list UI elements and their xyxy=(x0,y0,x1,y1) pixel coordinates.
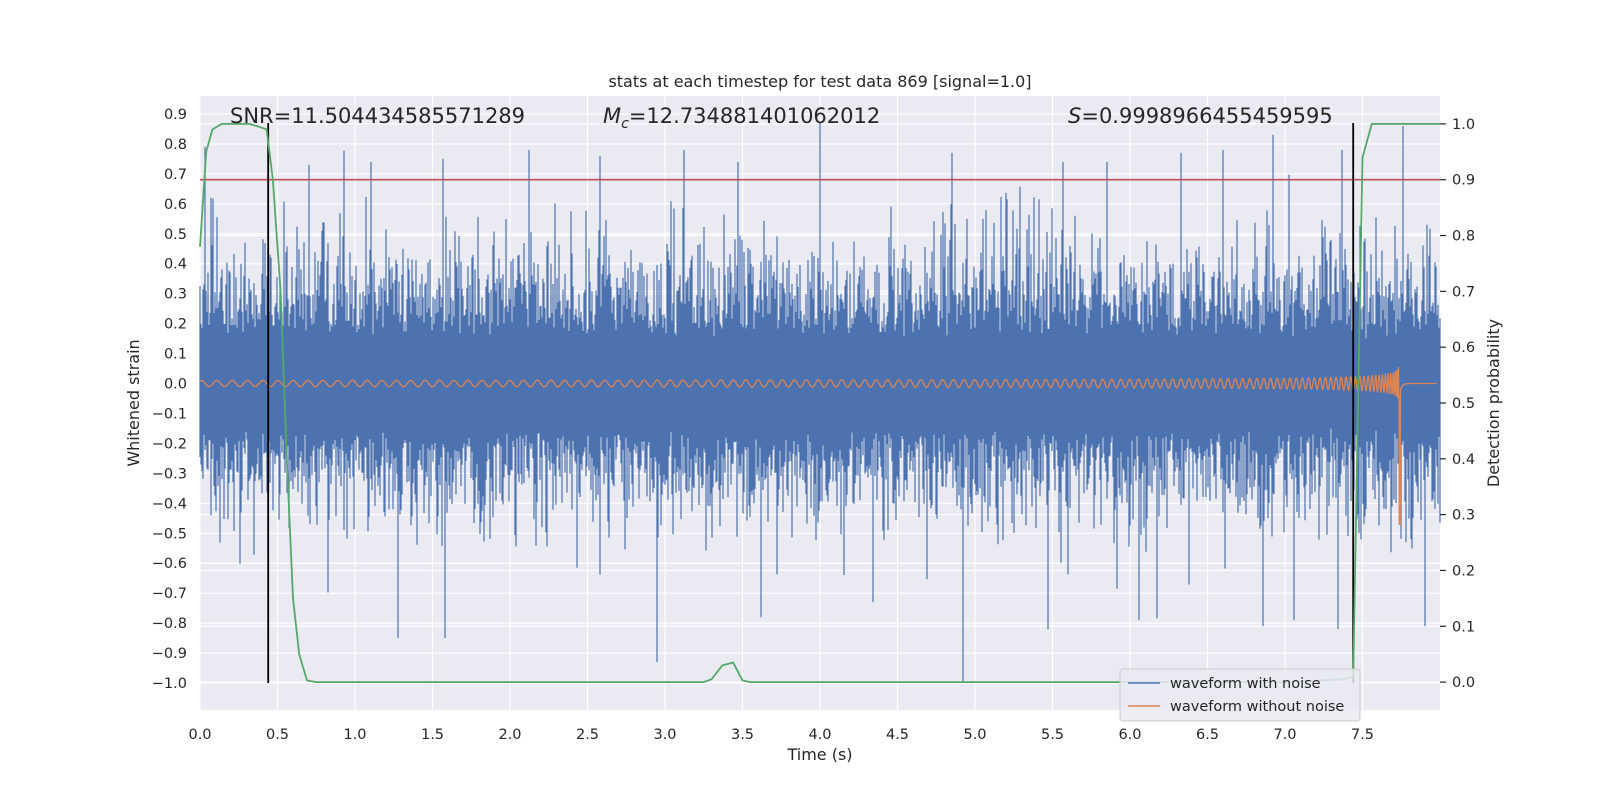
y-tick-label: −0.6 xyxy=(152,556,187,572)
x-tick-label: 7.0 xyxy=(1273,727,1296,743)
y-tick-label: 0.5 xyxy=(164,227,187,243)
y-tick-label: 0.3 xyxy=(164,287,187,303)
x-tick-label: 3.0 xyxy=(653,727,676,743)
y2-tick-label: 0.7 xyxy=(1452,284,1475,300)
x-tick-label: 2.5 xyxy=(576,727,599,743)
y2-tick-label: 0.6 xyxy=(1452,340,1475,356)
y2-tick-label: 0.3 xyxy=(1452,508,1475,524)
clean-waveform-line xyxy=(199,367,1437,525)
y2-tick-label: 0.2 xyxy=(1452,563,1475,579)
legend-label-clean: waveform without noise xyxy=(1170,699,1344,715)
x-tick-label: 5.5 xyxy=(1041,727,1064,743)
x-axis-label: Time (s) xyxy=(786,745,852,764)
y2-tick-label: 0.5 xyxy=(1452,396,1475,412)
series-waveform-without-noise xyxy=(199,367,1437,525)
y-tick-label: 0.4 xyxy=(164,257,187,273)
vertical-markers xyxy=(267,122,1355,684)
x-tick-label: 2.0 xyxy=(498,727,521,743)
snr-annotation: SNR=11.504434585571289 xyxy=(230,104,525,128)
y-tick-label: −0.2 xyxy=(152,436,187,452)
x-tick-label: 5.0 xyxy=(963,727,986,743)
y-tick-label: 0.0 xyxy=(164,377,187,393)
y-tick-label: −0.4 xyxy=(152,496,187,512)
chirp-mass-value: =12.734881401062012 xyxy=(629,104,880,128)
legend-box xyxy=(1119,668,1361,722)
y-tick-label: 0.9 xyxy=(164,107,187,123)
y-tick-label: 0.2 xyxy=(164,317,187,333)
legend: waveform with noise waveform without noi… xyxy=(1119,668,1361,722)
x-tick-label: 7.5 xyxy=(1351,727,1374,743)
chirp-mass-subscript: c xyxy=(621,116,629,132)
score-symbol: S xyxy=(1068,104,1081,128)
x-axis-ticks: 0.0 0.5 1.0 1.5 2.0 2.5 3.0 3.5 4.0 4.5 5.0 5.5 6.0 6… xyxy=(188,727,1374,743)
y-tick-label: 0.7 xyxy=(164,167,187,183)
y-tick-label: 0.1 xyxy=(164,347,187,363)
y2-tick-label: 0.9 xyxy=(1452,173,1475,189)
y-tick-label: −0.9 xyxy=(152,646,187,662)
y-tick-label: −0.5 xyxy=(152,526,187,542)
x-tick-label: 6.5 xyxy=(1196,727,1219,743)
y-axis-ticks: 0.9 0.8 0.7 0.6 0.5 0.4 0.3 0.2 0.1 0.0 −0.1 −0.2 −0… xyxy=(152,107,187,692)
x-tick-label: 1.0 xyxy=(343,727,366,743)
x-tick-label: 1.5 xyxy=(421,727,444,743)
y-tick-label: −0.1 xyxy=(152,406,187,422)
x-tick-label: 0.0 xyxy=(188,727,211,743)
x-tick-label: 0.5 xyxy=(266,727,289,743)
score-value: =0.9998966455459595 xyxy=(1081,104,1332,128)
y-tick-label: −0.8 xyxy=(152,616,187,632)
y2-tick-label: 0.0 xyxy=(1452,675,1475,691)
y2-axis-label: Detection probability xyxy=(1484,319,1503,487)
y-tick-label: −0.3 xyxy=(152,466,187,482)
x-tick-label: 6.0 xyxy=(1118,727,1141,743)
x-tick-label: 4.0 xyxy=(808,727,831,743)
chirp-mass-annotation: Mc=12.734881401062012 xyxy=(603,104,880,132)
chart-title: stats at each timestep for test data 869… xyxy=(608,72,1031,91)
x-tick-label: 4.5 xyxy=(886,727,909,743)
y2-tick-label: 0.4 xyxy=(1452,452,1475,468)
legend-label-noise: waveform with noise xyxy=(1170,676,1321,692)
chirp-mass-symbol: M xyxy=(603,104,621,128)
y2-tick-label: 0.1 xyxy=(1452,619,1475,635)
y2-axis-ticks: 1.0 0.9 0.8 0.7 0.6 0.5 0.4 0.3 0.2 0.1 0.0 xyxy=(1440,117,1475,691)
y-axis-label: Whitened strain xyxy=(124,339,143,466)
y-tick-label: 0.6 xyxy=(164,197,187,213)
y-tick-label: −1.0 xyxy=(152,676,187,692)
y2-tick-label: 0.8 xyxy=(1452,229,1475,245)
y2-tick-label: 1.0 xyxy=(1452,117,1475,133)
y-tick-label: −0.7 xyxy=(152,586,187,602)
x-tick-label: 3.5 xyxy=(731,727,754,743)
score-annotation: S=0.9998966455459595 xyxy=(1068,104,1333,128)
y-tick-label: 0.8 xyxy=(164,137,187,153)
